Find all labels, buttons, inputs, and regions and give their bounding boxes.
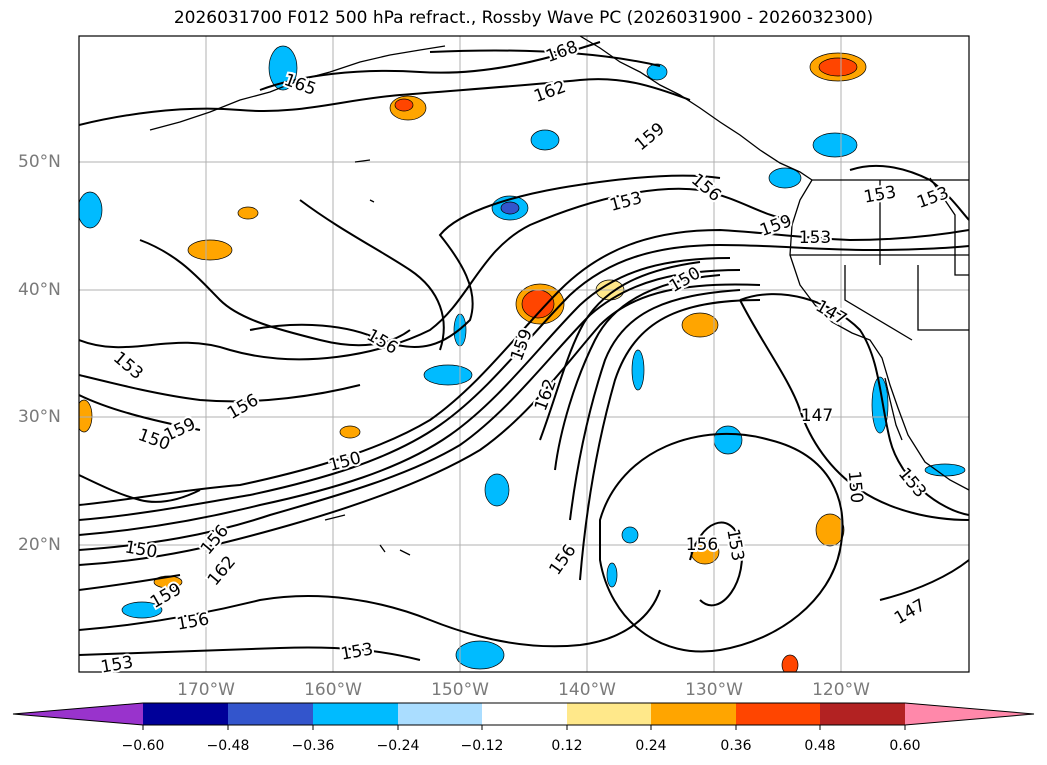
colorbar [12,702,1035,730]
contour-label: 150 [844,470,867,504]
map-title: 2026031700 F012 500 hPa refract., Rossby… [173,8,874,28]
shading-positive [394,98,414,112]
shading-negative [500,201,520,215]
lon-label: 140°W [558,680,616,700]
lon-label: 170°W [177,680,235,700]
shading-negative [606,562,618,588]
shading-negative [871,376,889,434]
shading-positive [339,425,361,439]
colorbar-bin [398,703,482,725]
colorbar-tick-label: −0.60 [121,738,165,754]
colorbar-bin [313,703,398,725]
shading-negative [713,425,743,455]
colorbar-tick-label: 0.48 [804,738,836,754]
shading-negative [79,191,103,229]
lat-label: 40°N [18,280,61,300]
colorbar-bin [736,703,820,725]
colorbar-tick-label: 0.24 [635,738,667,754]
shading-negative [621,526,639,544]
contour-label: 156 [175,609,210,634]
colorbar-bin [482,703,567,725]
colorbar-extend-low [13,703,143,725]
shading-negative [631,349,645,391]
contour-label: 153 [914,183,951,213]
colorbar-extend-high [905,703,1034,725]
shading-negative [812,132,858,158]
contour-label: 153 [799,228,831,248]
contour-label: 153 [862,182,897,207]
colorbar-tick-label: −0.12 [460,738,504,754]
shading-negative [530,129,560,151]
colorbar-tick-label: 0.36 [720,738,752,754]
shading-negative [121,601,163,619]
contour-label: 156 [546,541,581,579]
shading-positive [818,57,858,77]
shading-negative [455,640,505,670]
shading-negative [423,364,473,386]
colorbar-tick-label: −0.24 [376,738,420,754]
contour-label: 150 [327,448,364,476]
contour-label: 153 [99,652,134,677]
shading-positive [781,654,799,672]
shading-positive [690,539,720,565]
colorbar-bin [143,703,228,725]
plot-frame [78,35,970,673]
contour-label: 147 [891,595,929,629]
lon-label: 150°W [431,680,489,700]
colorbar-tick-label: 0.60 [889,738,921,754]
colorbar-bin [651,703,736,725]
lat-label: 30°N [18,407,61,427]
colorbar-bin [820,703,905,725]
shading-negative [484,473,510,507]
shading-negative [768,167,802,189]
colorbar-bin [228,703,313,725]
shading-positive [187,239,233,261]
contour-label: 153 [339,639,374,664]
shading-positive [681,312,719,338]
colorbar-tick-label: −0.36 [291,738,335,754]
lon-label: 160°W [304,680,362,700]
contour-label: 156 [363,325,401,359]
contour-label: 165 [281,70,318,100]
graticule [79,36,969,672]
lon-label: 120°W [812,680,870,700]
shading-positive [237,206,259,220]
lat-label: 50°N [18,152,61,172]
shading-negative [268,45,298,91]
contour-label: 147 [812,296,850,330]
shading-positive [815,513,845,547]
shading-negative [646,63,668,81]
lon-label: 130°W [685,680,743,700]
contour-lines [79,41,969,661]
contour-label: 153 [109,348,147,384]
contour-label: 162 [204,552,240,590]
colorbar-tick-label: 0.12 [551,738,583,754]
contour-label: 153 [608,188,645,216]
contour-label: 162 [531,77,568,107]
contour-label: 156 [224,390,262,424]
contour-label: 168 [543,37,580,67]
contour-label: 159 [631,119,669,155]
colorbar-bin [567,703,651,725]
contour-label: 162 [531,376,561,413]
shading-positive [79,399,93,433]
colorbar-tick-label: −0.48 [206,738,250,754]
contour-label: 153 [722,527,747,562]
contour-label: 150 [666,263,704,297]
contour-label: 150 [123,537,158,562]
contour-label: 147 [801,406,833,426]
lat-label: 20°N [18,535,61,555]
contour-label: 156 [686,535,718,555]
